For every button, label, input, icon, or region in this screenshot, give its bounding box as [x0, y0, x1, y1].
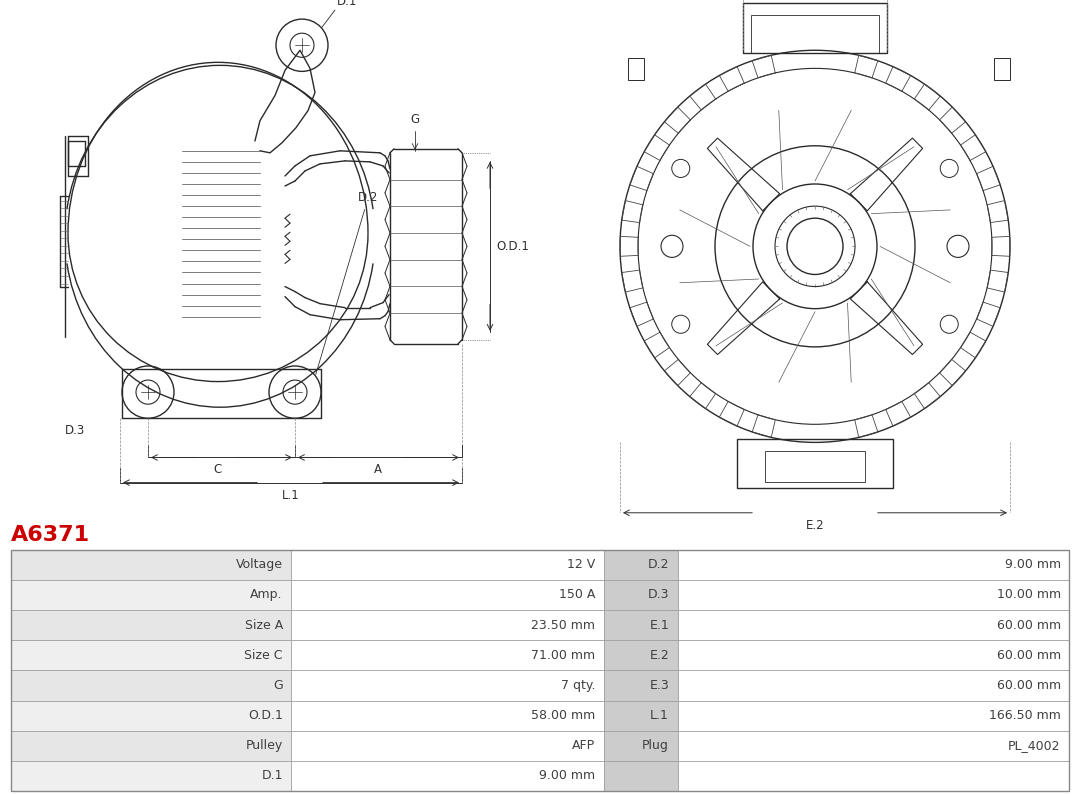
Text: O.D.1: O.D.1	[496, 240, 529, 253]
Bar	[604, 640, 677, 670]
Text: 9.00 mm: 9.00 mm	[539, 770, 595, 782]
Bar	[604, 580, 677, 610]
Bar	[743, 3, 887, 53]
Bar	[765, 452, 865, 482]
Bar	[604, 610, 677, 640]
Text: D.1: D.1	[337, 0, 357, 8]
Text: E.3: E.3	[649, 679, 670, 692]
Text: AFP: AFP	[572, 739, 595, 752]
Text: 166.50 mm: 166.50 mm	[989, 709, 1061, 722]
Text: 9.00 mm: 9.00 mm	[1004, 558, 1061, 572]
Text: D.3: D.3	[648, 588, 670, 602]
Bar	[677, 580, 1069, 610]
Text: D.1: D.1	[261, 770, 283, 782]
Bar	[292, 670, 604, 700]
Text: Amp.: Amp.	[251, 588, 283, 602]
Bar	[677, 670, 1069, 700]
Text: Plug: Plug	[643, 739, 670, 752]
Bar	[604, 670, 677, 700]
Bar	[11, 761, 292, 791]
Text: 12 V: 12 V	[567, 558, 595, 572]
Bar	[677, 549, 1069, 580]
Bar	[11, 670, 292, 700]
Bar	[737, 440, 893, 487]
Text: L.1: L.1	[282, 489, 300, 502]
Text: G: G	[410, 113, 419, 126]
Bar	[292, 549, 604, 580]
Text: D.2: D.2	[648, 558, 670, 572]
Bar	[751, 15, 879, 53]
Text: E.2: E.2	[806, 519, 824, 532]
Text: 58.00 mm: 58.00 mm	[530, 709, 595, 722]
Bar	[677, 610, 1069, 640]
Text: A6371: A6371	[11, 525, 90, 545]
Text: L.1: L.1	[650, 709, 670, 722]
Bar	[604, 700, 677, 731]
Bar	[677, 761, 1069, 791]
Bar	[292, 731, 604, 761]
Text: 23.50 mm: 23.50 mm	[531, 619, 595, 631]
Bar	[11, 549, 292, 580]
Text: E.1: E.1	[649, 619, 670, 631]
Bar	[11, 580, 292, 610]
Bar	[292, 640, 604, 670]
Bar	[292, 761, 604, 791]
Text: PL_4002: PL_4002	[1009, 739, 1061, 752]
Text: 60.00 mm: 60.00 mm	[997, 649, 1061, 661]
Text: 60.00 mm: 60.00 mm	[997, 619, 1061, 631]
Bar	[604, 549, 677, 580]
Bar	[604, 761, 677, 791]
Bar	[11, 610, 292, 640]
Text: 150 A: 150 A	[558, 588, 595, 602]
Text: 71.00 mm: 71.00 mm	[531, 649, 595, 661]
Text: 10.00 mm: 10.00 mm	[997, 588, 1061, 602]
Bar	[292, 700, 604, 731]
Text: Size C: Size C	[244, 649, 283, 661]
Text: G: G	[273, 679, 283, 692]
Bar	[11, 700, 292, 731]
Bar	[11, 549, 1069, 791]
Bar	[11, 640, 292, 670]
Text: A: A	[374, 463, 382, 475]
Text: C: C	[214, 463, 222, 475]
Bar	[677, 700, 1069, 731]
Bar	[604, 731, 677, 761]
Bar	[627, 57, 644, 80]
Text: Size A: Size A	[244, 619, 283, 631]
Text: D.3: D.3	[65, 425, 85, 437]
Text: D.2: D.2	[315, 191, 378, 374]
Bar	[994, 57, 1010, 80]
Bar	[11, 731, 292, 761]
Text: O.D.1: O.D.1	[248, 709, 283, 722]
Bar	[677, 731, 1069, 761]
Text: Pulley: Pulley	[245, 739, 283, 752]
Text: Voltage: Voltage	[235, 558, 283, 572]
Bar	[292, 610, 604, 640]
Bar	[292, 580, 604, 610]
Text: 7 qty.: 7 qty.	[561, 679, 595, 692]
Bar	[677, 640, 1069, 670]
Text: 60.00 mm: 60.00 mm	[997, 679, 1061, 692]
Text: E.2: E.2	[649, 649, 670, 661]
